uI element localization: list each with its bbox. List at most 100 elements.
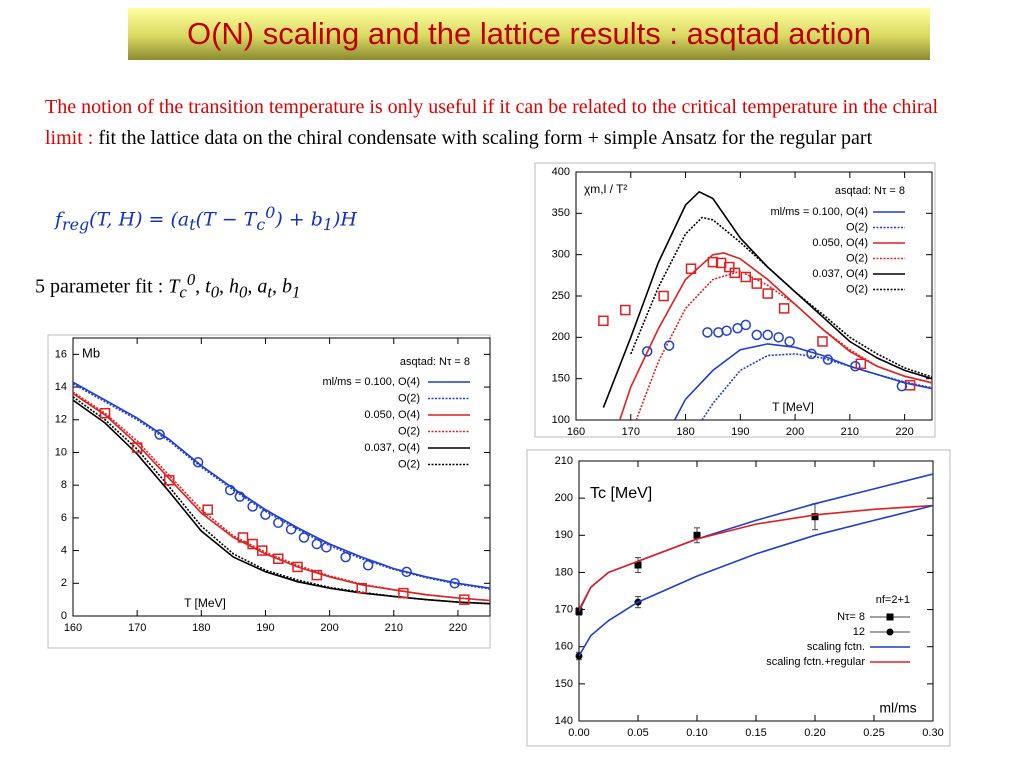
- x-tick-label: 0.30: [922, 727, 943, 739]
- y-axis-label: Tc [MeV]: [590, 485, 652, 502]
- curve: [73, 381, 490, 589]
- legend-title: asqtad: Nτ = 8: [835, 185, 905, 197]
- intro-highlight: The notion of the transition temperature…: [45, 96, 939, 149]
- data-point: [273, 517, 284, 529]
- y-tick-label: 140: [555, 715, 573, 727]
- y-tick-label: 8: [61, 479, 67, 491]
- fit-part: 1: [292, 282, 301, 302]
- data-point: [99, 407, 111, 419]
- data-point: [598, 315, 609, 327]
- data-point: [784, 336, 795, 347]
- fit-part: b: [282, 275, 292, 298]
- data-point: [713, 327, 724, 338]
- legend-label: 0.037, O(4): [812, 268, 868, 280]
- data-point: [260, 509, 271, 520]
- data-point: [273, 553, 284, 565]
- x-tick-label: 210: [385, 622, 403, 634]
- curve: [579, 504, 933, 657]
- x-tick-label: 190: [256, 622, 274, 634]
- data-point: [620, 304, 631, 316]
- fit-part: t: [267, 282, 272, 302]
- slide-title: O(N) scaling and the lattice results : a…: [186, 16, 872, 51]
- data-point: [298, 532, 310, 543]
- data-point: [401, 566, 412, 578]
- legend-label: O(2): [398, 425, 420, 437]
- plot-area: [72, 337, 491, 617]
- fit-part: 0: [186, 270, 196, 289]
- x-tick-label: 200: [320, 622, 338, 634]
- legend-label: O(2): [398, 392, 420, 404]
- formula-part: (T, H) = (a: [89, 208, 190, 231]
- data-point: [707, 256, 719, 268]
- formula-part: )H: [332, 208, 357, 231]
- data-point: [663, 340, 675, 351]
- data-point: [778, 303, 790, 314]
- formula-part: f: [55, 208, 63, 231]
- data-point: [822, 354, 834, 365]
- legend-label: 0.050, O(4): [364, 409, 420, 421]
- data-point: [292, 561, 303, 573]
- fit-part: ,: [272, 275, 282, 298]
- data-point: [641, 346, 653, 357]
- x-axis-label: T [MeV]: [184, 596, 226, 610]
- data-point: [855, 358, 867, 370]
- data-point: [459, 594, 470, 605]
- data-point: [729, 267, 741, 279]
- chart-frame: [534, 162, 936, 438]
- x-tick-label: 210: [841, 426, 859, 438]
- curve: [73, 392, 490, 602]
- y-tick-label: 190: [555, 529, 573, 541]
- curve: [635, 270, 932, 420]
- fit-part: ,: [219, 275, 230, 298]
- y-tick-label: 400: [552, 166, 570, 178]
- data-point: [321, 542, 332, 553]
- chart-frame: [526, 449, 951, 747]
- x-tick-label: 160: [567, 426, 585, 438]
- formula-part: t: [189, 215, 196, 235]
- x-tick-label: 0.10: [686, 727, 707, 739]
- y-tick-label: 14: [55, 381, 67, 393]
- y-tick-label: 150: [552, 373, 570, 385]
- y-tick-label: 12: [55, 414, 67, 426]
- y-tick-label: 0: [61, 610, 67, 622]
- data-point: [247, 538, 258, 550]
- legend-label: O(2): [846, 283, 868, 295]
- fit-part: ,: [247, 275, 258, 298]
- curve: [602, 190, 932, 408]
- data-point: [634, 561, 642, 569]
- data-point: [131, 442, 143, 453]
- data-point: [449, 578, 460, 589]
- fit-part: a: [257, 275, 268, 298]
- y-tick-label: 16: [55, 348, 67, 360]
- data-point: [192, 457, 204, 468]
- y-tick-label: 200: [555, 492, 573, 504]
- curve: [673, 343, 932, 420]
- y-tick-label: 250: [552, 290, 570, 302]
- formula-part: c: [256, 215, 266, 235]
- fit-part: 0: [210, 282, 220, 302]
- data-point: [234, 491, 246, 502]
- data-point: [224, 484, 236, 496]
- y-tick-label: 300: [552, 249, 570, 261]
- y-tick-label: 6: [61, 512, 67, 524]
- curve: [73, 383, 490, 590]
- x-tick-label: 0.20: [804, 727, 825, 739]
- x-tick-label: 180: [192, 622, 210, 634]
- legend-label: 12: [853, 626, 865, 638]
- curve: [73, 391, 490, 602]
- data-point: [702, 327, 713, 338]
- legend-label: ml/ms = 0.100, O(4): [322, 376, 420, 388]
- data-point: [693, 531, 701, 539]
- legend-label: O(2): [398, 458, 420, 470]
- data-point: [398, 587, 409, 599]
- x-tick-label: 0.15: [745, 727, 766, 739]
- legend-label: ml/ms = 0.100, O(4): [770, 206, 868, 218]
- y-tick-label: 350: [552, 207, 570, 219]
- data-point: [751, 278, 762, 289]
- y-tick-label: 10: [55, 446, 67, 458]
- legend-label: scaling fctn.+regular: [766, 656, 865, 668]
- fit-part: t: [205, 275, 211, 298]
- x-tick-label: 220: [449, 622, 467, 634]
- legend-label: 0.050, O(4): [812, 237, 868, 249]
- curve: [73, 399, 490, 605]
